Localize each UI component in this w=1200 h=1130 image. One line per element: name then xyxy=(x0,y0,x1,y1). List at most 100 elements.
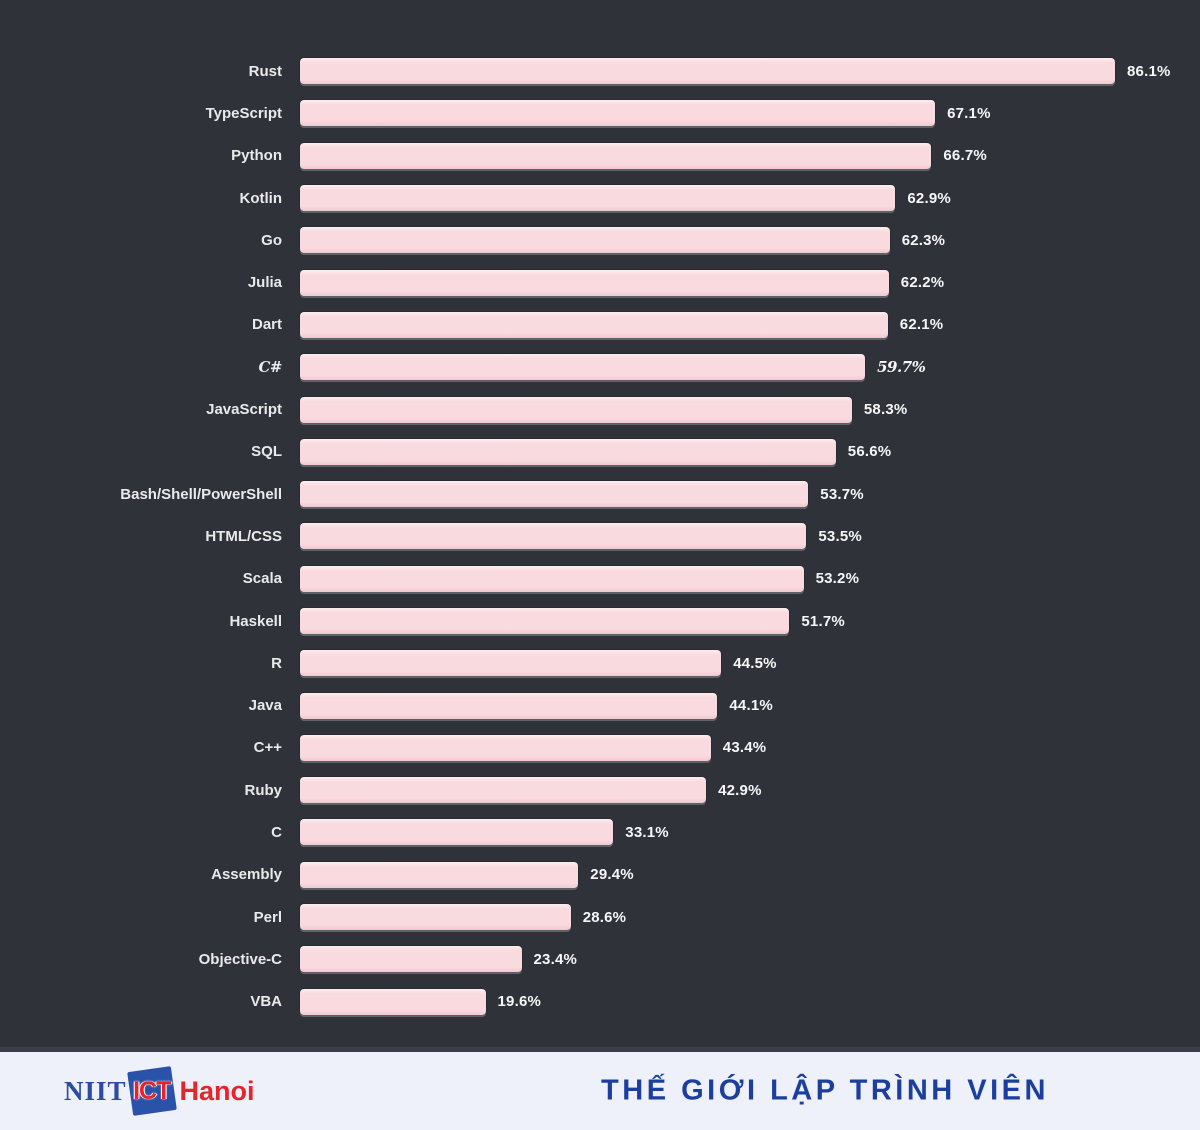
value-label: 28.6% xyxy=(582,908,627,926)
bar-track: 42.9% xyxy=(300,769,1200,811)
chart-footer-divider xyxy=(0,1047,1200,1052)
bar-row: Assembly 29.4% xyxy=(0,854,1200,896)
bar-row: Ruby 42.9% xyxy=(0,769,1200,811)
bar xyxy=(300,777,707,804)
bar-row: Scala 53.2% xyxy=(0,558,1200,600)
category-label: SQL xyxy=(251,443,282,461)
bar-chart: Rust 86.1% TypeScript 67.1% Python 66.7%… xyxy=(0,0,1200,1047)
value-label: 53.5% xyxy=(818,527,862,545)
logo-hanoi-text: Hanoi xyxy=(179,1075,255,1106)
bar-row: SQL 56.6% xyxy=(0,431,1200,473)
value-label: 66.7% xyxy=(943,147,987,165)
bar-track: 29.4% xyxy=(300,854,1200,896)
category-label: R xyxy=(271,654,282,672)
category-label: Objective-C xyxy=(198,950,282,968)
category-label: VBA xyxy=(250,993,282,1011)
bar-track: 58.3% xyxy=(300,388,1200,430)
bar xyxy=(300,100,936,127)
bar-track: 53.7% xyxy=(300,473,1200,515)
bar-row: Java 44.1% xyxy=(0,684,1200,726)
bar-row: Rust 86.1% xyxy=(0,50,1200,92)
logo-square-icon: ICT xyxy=(126,1066,177,1116)
value-label: 58.3% xyxy=(863,401,908,419)
category-label: Assembly xyxy=(211,866,282,884)
category-label: Kotlin xyxy=(239,189,283,207)
bar xyxy=(300,58,1115,85)
bar-track: 67.1% xyxy=(300,92,1200,134)
bar-track: 86.1% xyxy=(300,50,1200,92)
bar-row: C 33.1% xyxy=(0,811,1200,853)
value-label: 33.1% xyxy=(625,823,669,841)
bar-track: 66.7% xyxy=(300,135,1200,177)
bar xyxy=(300,650,722,677)
value-label: 19.6% xyxy=(497,993,542,1011)
bar-track: 19.6% xyxy=(300,981,1200,1023)
category-label: Perl xyxy=(253,908,282,926)
bar-track: 51.7% xyxy=(300,600,1200,642)
category-label: Java xyxy=(248,697,282,715)
bar-row: TypeScript 67.1% xyxy=(0,92,1200,134)
category-label: HTML/CSS xyxy=(205,527,282,545)
category-label: Haskell xyxy=(229,612,282,630)
category-label: Rust xyxy=(248,62,282,80)
bar xyxy=(300,523,807,550)
category-label: C++ xyxy=(253,739,282,757)
bar-row: Objective-C 23.4% xyxy=(0,938,1200,980)
value-label: 29.4% xyxy=(590,866,634,884)
value-label: 53.2% xyxy=(815,570,860,588)
footer: NIIT ICT Hanoi THẾ GIỚI LẬP TRÌNH VIÊN xyxy=(0,1052,1200,1130)
bar-track: 44.5% xyxy=(300,642,1200,684)
bar-track: 53.2% xyxy=(300,558,1200,600)
bar-row: C++ 43.4% xyxy=(0,727,1200,769)
category-label: C xyxy=(271,823,282,841)
bar-row: VBA 19.6% xyxy=(0,981,1200,1023)
bar-track: 44.1% xyxy=(300,684,1200,726)
category-label: C# xyxy=(258,358,282,377)
bar xyxy=(300,311,888,338)
bar xyxy=(300,185,896,212)
bar-row: JavaScript 58.3% xyxy=(0,388,1200,430)
niit-ict-hanoi-logo: NIIT ICT Hanoi xyxy=(64,1066,255,1116)
value-label: 59.7% xyxy=(877,358,926,377)
logo-niit-text: NIIT xyxy=(64,1075,127,1106)
value-label: 23.4% xyxy=(533,950,578,968)
category-label: Scala xyxy=(242,570,282,588)
footer-title: THẾ GIỚI LẬP TRÌNH VIÊN xyxy=(601,1074,1049,1107)
bar xyxy=(300,861,579,888)
bar-row: Bash/Shell/PowerShell 53.7% xyxy=(0,473,1200,515)
bar-track: 28.6% xyxy=(300,896,1200,938)
value-label: 86.1% xyxy=(1127,62,1171,80)
bar xyxy=(300,481,809,508)
bar xyxy=(300,438,836,465)
category-label: TypeScript xyxy=(205,104,282,122)
bar xyxy=(300,692,718,719)
category-label: Python xyxy=(231,147,282,165)
bar-track: 56.6% xyxy=(300,431,1200,473)
bar xyxy=(300,354,866,381)
bar-track: 23.4% xyxy=(300,938,1200,980)
value-label: 62.9% xyxy=(907,189,951,207)
bar-track: 59.7% xyxy=(300,346,1200,388)
bar-row: Haskell 51.7% xyxy=(0,600,1200,642)
bar xyxy=(300,946,522,973)
bar xyxy=(300,396,852,423)
bar-row: C# 59.7% xyxy=(0,346,1200,388)
category-label: Go xyxy=(261,231,282,249)
bar-row: Dart 62.1% xyxy=(0,304,1200,346)
bar xyxy=(300,269,889,296)
category-label: Bash/Shell/PowerShell xyxy=(120,485,282,503)
bar-row: Go 62.3% xyxy=(0,219,1200,261)
bar xyxy=(300,819,614,846)
bar-track: 62.3% xyxy=(300,219,1200,261)
category-label: Ruby xyxy=(244,781,283,799)
value-label: 62.3% xyxy=(901,231,946,249)
bar-row: R 44.5% xyxy=(0,642,1200,684)
bar xyxy=(300,988,486,1015)
bar xyxy=(300,608,790,634)
value-label: 51.7% xyxy=(801,612,845,630)
category-label: Dart xyxy=(251,316,282,334)
value-label: 43.4% xyxy=(722,739,767,757)
bar xyxy=(300,227,890,254)
bar-track: 62.1% xyxy=(300,304,1200,346)
bar-row: Julia 62.2% xyxy=(0,261,1200,303)
